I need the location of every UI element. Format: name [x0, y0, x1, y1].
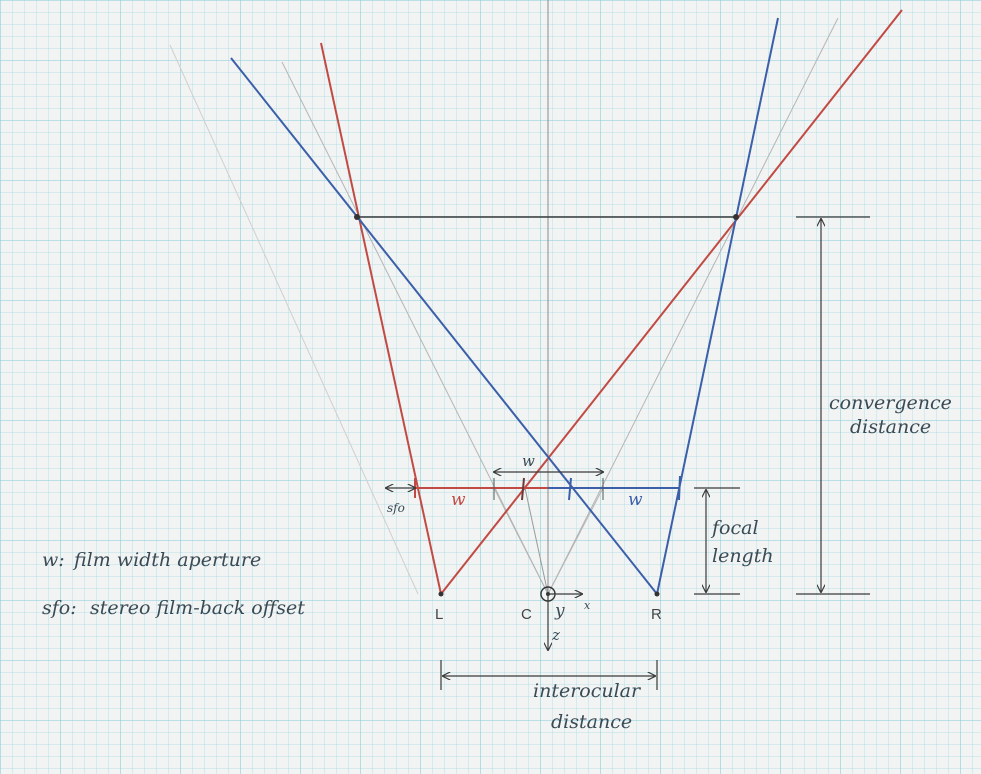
w-red-label: w: [451, 490, 466, 510]
focal-length-label-2: length: [712, 545, 774, 567]
left-frustum-edge-1: [320, 42, 442, 595]
legend: w: film width aperture sfo: stereo film-…: [42, 549, 305, 619]
x-axis-label: x: [584, 599, 591, 612]
right-frustum-edge-2: [656, 17, 779, 595]
convergence-label-1: convergence: [829, 392, 952, 414]
center-label: C: [521, 606, 532, 623]
w-top-label: w: [522, 452, 535, 470]
left-camera-point: [438, 591, 444, 597]
interocular-label-1: interocular: [533, 680, 642, 702]
right-camera-point: [654, 591, 660, 597]
left-camera-label: L: [435, 606, 443, 623]
right-camera-frustum: [230, 17, 779, 595]
convergence-distance-dimension: [796, 216, 870, 595]
interocular-label-2: distance: [551, 711, 632, 733]
left-camera-frustum: [320, 9, 903, 595]
construction-lines: [169, 0, 839, 650]
w-blue-label: w: [628, 490, 643, 510]
sfo-label: sfo: [387, 501, 405, 515]
convergence-point-left: [354, 214, 360, 220]
legend-sfo-key: sfo:: [42, 597, 77, 619]
legend-w-text: film width aperture: [72, 549, 261, 571]
right-camera-label: R: [651, 606, 662, 623]
convergence-label-2: distance: [850, 416, 931, 438]
y-axis-label: y: [554, 601, 565, 621]
convergence-point-right: [733, 214, 739, 220]
left-frustum-edge-2: [440, 9, 903, 595]
legend-w-key: w:: [42, 549, 65, 571]
interocular-distance-dimension: [440, 660, 658, 690]
right-frustum-edge-1: [230, 57, 658, 595]
legend-sfo-text: stereo film-back offset: [90, 597, 305, 619]
focal-length-label-1: focal: [710, 517, 759, 539]
focal-length-dimension: [694, 487, 740, 595]
z-axis-label: z: [551, 626, 560, 644]
